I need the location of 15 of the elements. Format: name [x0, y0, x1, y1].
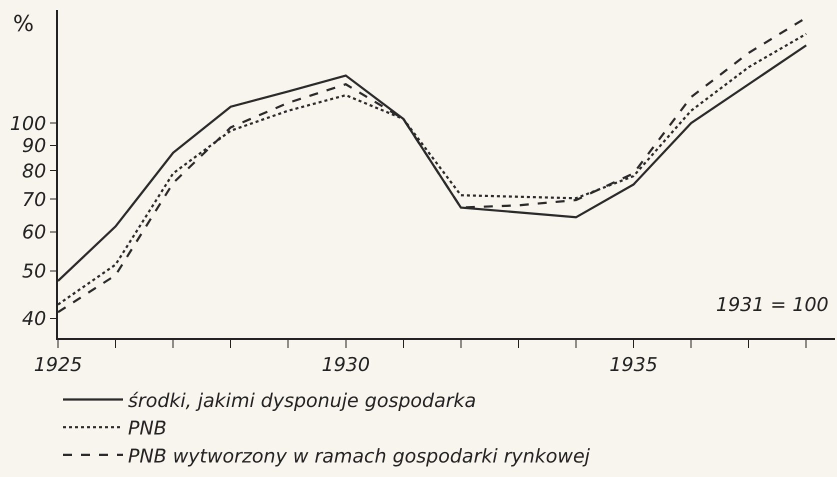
x-tick-label: 1930 [322, 354, 370, 376]
y-tick-label: 60 [22, 222, 46, 244]
y-tick-label: 90 [22, 135, 46, 158]
x-tick-label: 1935 [609, 354, 658, 376]
y-tick-label: 70 [22, 188, 46, 211]
annotation: 1931 = 100 [716, 294, 829, 316]
x-tick-label: 1925 [34, 354, 82, 376]
legend-label: PNB [128, 418, 167, 440]
y-tick-label: 80 [22, 160, 46, 182]
y-tick-label: 100 [10, 112, 46, 135]
legend-label: środki, jakimi dysponuje gospodarka [128, 390, 476, 412]
y-tick-label: 40 [22, 308, 46, 330]
legend-label: PNB wytworzony w ramach gospodarki rynkowej [128, 445, 591, 468]
y-tick-label: 50 [22, 260, 46, 283]
y-axis-title: % [13, 12, 34, 37]
